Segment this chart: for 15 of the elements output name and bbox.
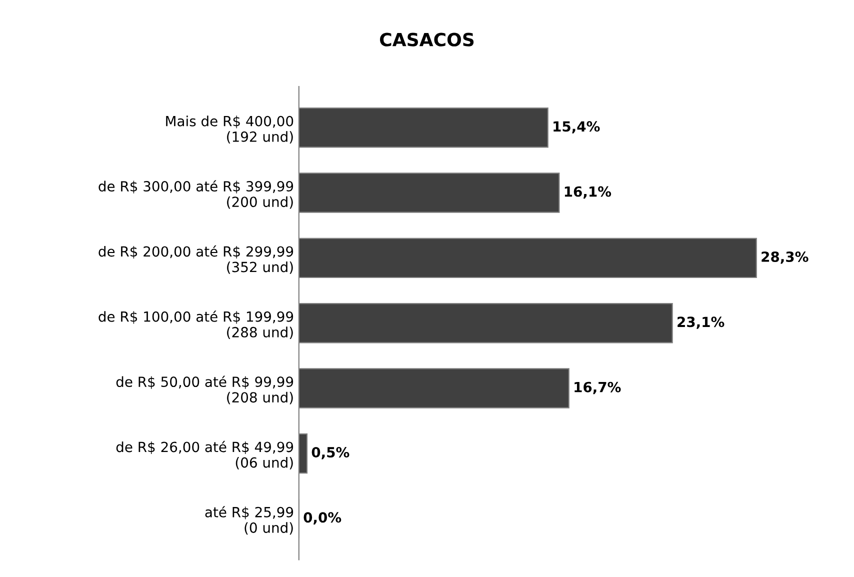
data-label: 0,5% <box>312 446 350 460</box>
data-label: 16,7% <box>574 382 621 394</box>
data-label: 23,1% <box>678 316 724 329</box>
y-tick-label: Mais de R$ 400,00 (192 und) <box>166 116 294 144</box>
y-tick-label: de R$ 26,00 até R$ 49,99 (06 und) <box>116 440 294 470</box>
y-tick-label: até R$ 25,99 (0 und) <box>205 506 294 535</box>
y-tick-label: de R$ 100,00 até R$ 199,99 (288 und) <box>98 310 294 340</box>
data-label: 15,4% <box>554 121 600 134</box>
data-label: 28,3% <box>762 251 808 264</box>
data-label: 0,0% <box>304 512 342 524</box>
chart-title: CASACOS <box>380 32 474 46</box>
y-tick-label: de R$ 200,00 até R$ 299,99 (352 und) <box>98 245 294 274</box>
y-tick-label: de R$ 300,00 até R$ 399,99 (200 und) <box>98 180 294 209</box>
data-label: 16,1% <box>564 186 612 199</box>
y-tick-label: de R$ 50,00 até R$ 99,99 (208 und) <box>116 376 294 404</box>
